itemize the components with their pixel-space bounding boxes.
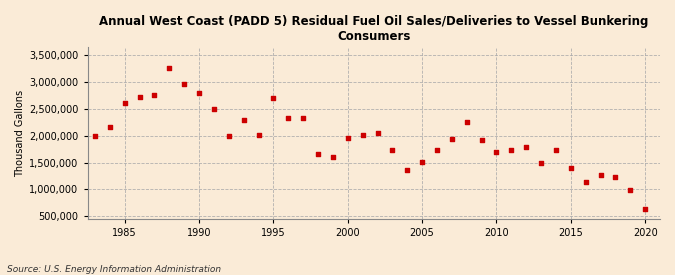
Point	[357, 133, 368, 137]
Point	[134, 95, 145, 99]
Point	[402, 168, 412, 172]
Point	[610, 174, 621, 179]
Point	[521, 145, 532, 149]
Point	[431, 148, 442, 152]
Point	[416, 160, 427, 164]
Point	[372, 131, 383, 136]
Point	[342, 136, 353, 141]
Point	[327, 155, 338, 159]
Point	[536, 161, 547, 165]
Point	[149, 93, 160, 97]
Point	[283, 116, 294, 121]
Point	[461, 119, 472, 124]
Point	[268, 96, 279, 100]
Point	[238, 118, 249, 122]
Point	[566, 166, 576, 171]
Text: Source: U.S. Energy Information Administration: Source: U.S. Energy Information Administ…	[7, 265, 221, 274]
Point	[580, 180, 591, 185]
Point	[387, 148, 398, 152]
Point	[164, 66, 175, 71]
Point	[253, 133, 264, 137]
Point	[476, 138, 487, 142]
Y-axis label: Thousand Gallons: Thousand Gallons	[15, 89, 25, 177]
Point	[595, 173, 606, 177]
Point	[209, 107, 219, 111]
Title: Annual West Coast (PADD 5) Residual Fuel Oil Sales/Deliveries to Vessel Bunkerin: Annual West Coast (PADD 5) Residual Fuel…	[99, 15, 649, 43]
Point	[223, 133, 234, 138]
Point	[640, 207, 651, 211]
Point	[551, 148, 562, 152]
Point	[119, 101, 130, 106]
Point	[625, 188, 636, 193]
Point	[298, 116, 308, 120]
Point	[313, 152, 323, 156]
Point	[491, 150, 502, 154]
Point	[446, 137, 457, 141]
Point	[90, 133, 101, 138]
Point	[179, 82, 190, 86]
Point	[194, 91, 205, 95]
Point	[105, 125, 115, 129]
Point	[506, 148, 517, 152]
